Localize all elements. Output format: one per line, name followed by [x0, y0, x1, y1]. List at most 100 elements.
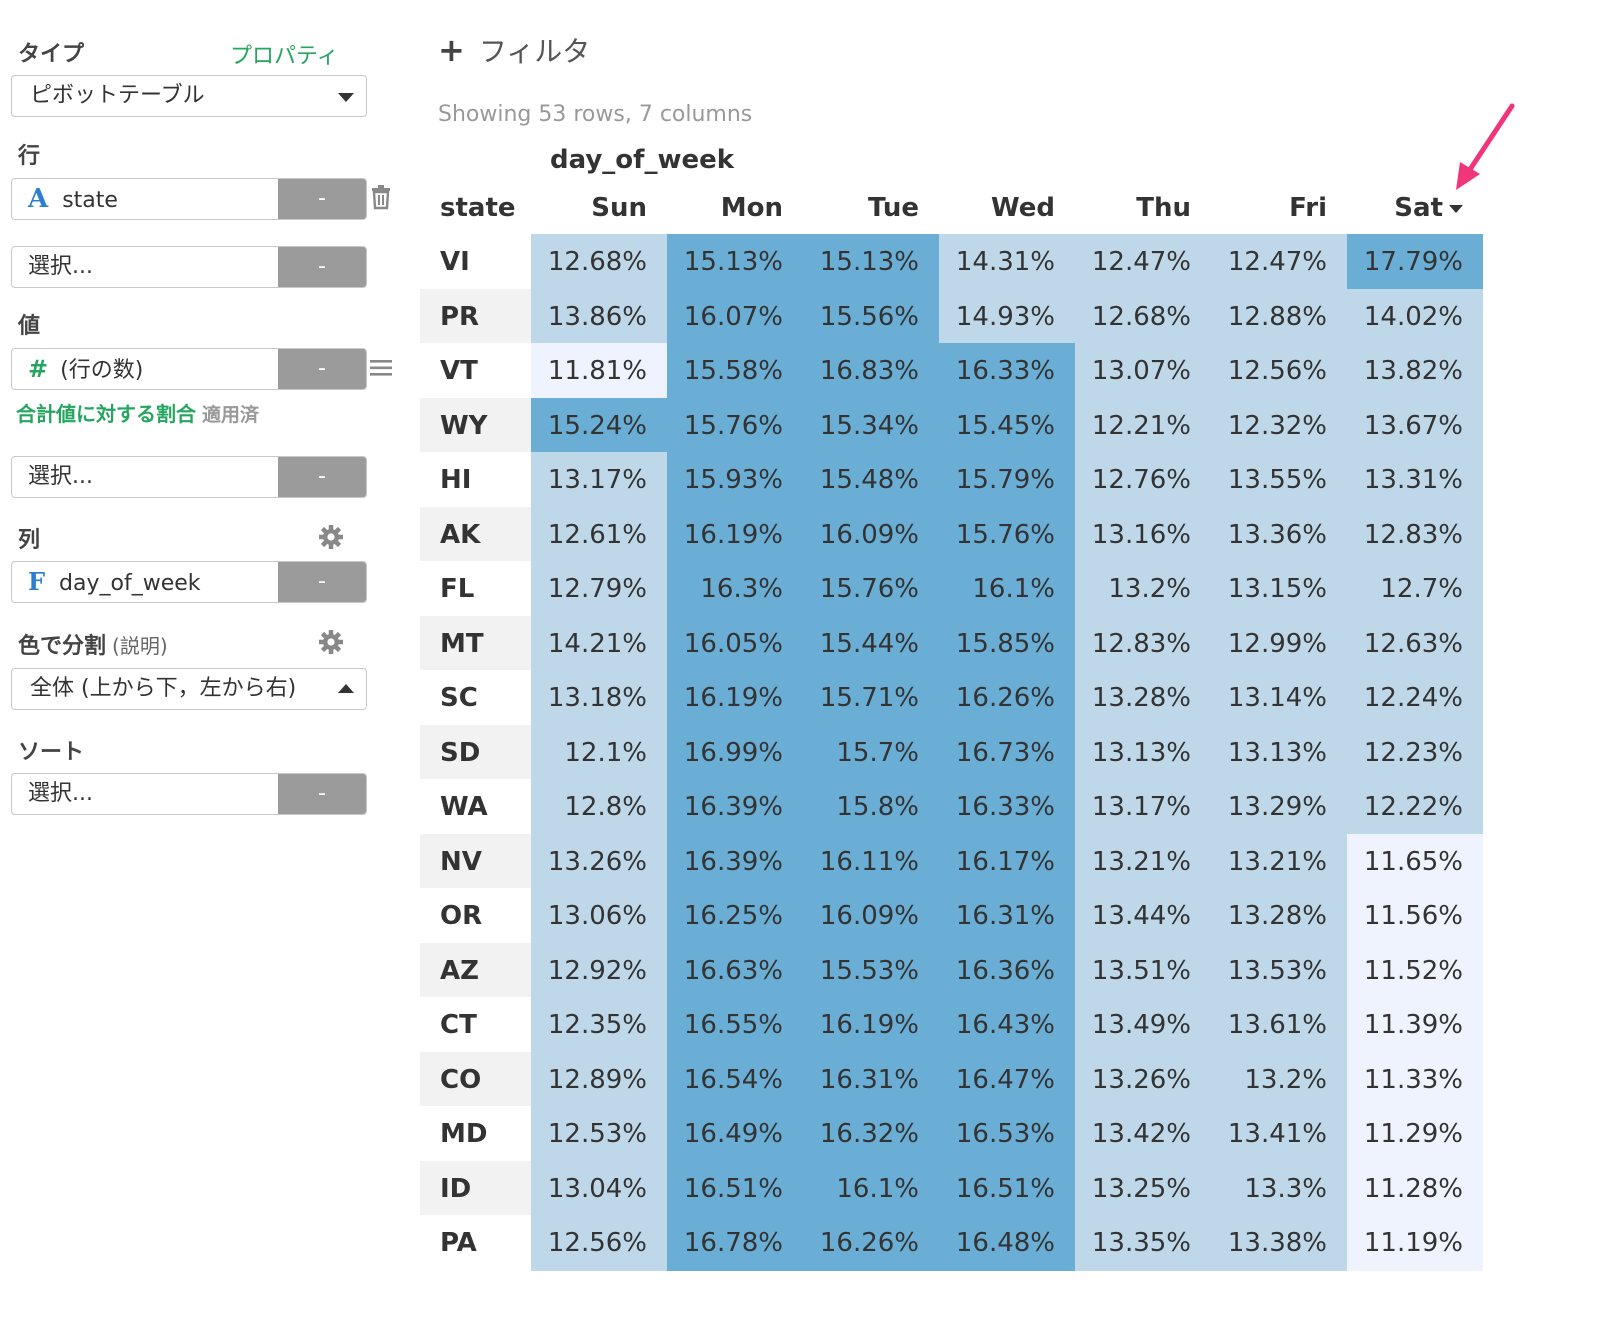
table-cell: 13.31% — [1347, 452, 1483, 508]
color-help-link[interactable]: (説明) — [112, 634, 168, 658]
table-cell: 15.56% — [803, 288, 939, 345]
columns-field-name: day_of_week — [59, 571, 201, 596]
table-cell: 12.68% — [1075, 288, 1211, 345]
gear-icon[interactable] — [318, 524, 344, 550]
table-cell: 16.39% — [667, 779, 803, 835]
table-cell: 16.25% — [667, 888, 803, 944]
table-cell: 13.21% — [1211, 833, 1347, 890]
table-cell: 15.93% — [667, 452, 803, 508]
table-cell: 12.79% — [531, 561, 667, 617]
table-cell: 15.79% — [939, 452, 1075, 508]
row-field-header[interactable]: state — [440, 193, 516, 223]
column-header-mon[interactable]: Mon — [720, 193, 783, 223]
values-field-name: (行の数) — [60, 358, 144, 383]
table-cell: 16.1% — [939, 561, 1075, 617]
table-cell: 13.44% — [1075, 888, 1211, 944]
sort-caret-icon[interactable] — [1449, 204, 1463, 213]
values-select-options-button[interactable]: - — [278, 457, 366, 497]
table-cell: 16.33% — [939, 779, 1075, 835]
table-cell: 13.25% — [1075, 1160, 1211, 1217]
table-cell: 13.21% — [1075, 833, 1211, 890]
table-cell: 13.13% — [1075, 724, 1211, 781]
table-cell: 13.2% — [1211, 1051, 1347, 1108]
table-cell: 16.31% — [803, 1051, 939, 1108]
table-cell: 15.85% — [939, 615, 1075, 672]
table-row: AK 12.61% 16.19% 16.09% 15.76% 13.16% 13.36% 12… — [420, 506, 1483, 563]
row-header-cell: FL — [420, 561, 545, 617]
main-panel: + フィルタ Showing 53 rows, 7 columns day_of_… — [420, 0, 1612, 1320]
table-cell: 13.82% — [1347, 343, 1483, 399]
table-cell: 15.76% — [803, 561, 939, 617]
column-header-sat[interactable]: Sat — [1347, 193, 1483, 223]
column-header-wed[interactable]: Wed — [991, 193, 1055, 223]
row-header-cell: CT — [420, 997, 545, 1053]
gear-icon[interactable] — [318, 629, 344, 655]
table-row: NV 13.26% 16.39% 16.11% 16.17% 13.21% 13.21% 11… — [420, 833, 1483, 890]
factor-type-icon: F — [28, 567, 46, 596]
table-cell: 12.99% — [1211, 615, 1347, 672]
values-note[interactable]: 合計値に対する割合 適用済 — [16, 398, 259, 427]
sort-select-options-button[interactable]: - — [278, 774, 366, 814]
trash-icon[interactable] — [370, 184, 392, 210]
table-cell: 16.43% — [939, 997, 1075, 1053]
values-field[interactable]: # (行の数) - — [11, 348, 367, 390]
pointer-arrow-icon — [1456, 103, 1515, 190]
rows-select[interactable]: 選択... - — [11, 246, 367, 288]
values-note-label: 合計値に対する割合 — [16, 402, 196, 426]
table-cell: 12.32% — [1211, 397, 1347, 454]
table-row: VI 12.68% 15.13% 15.13% 14.31% 12.47% 12.47% 17… — [420, 234, 1483, 290]
table-cell: 13.13% — [1211, 724, 1347, 781]
table-cell: 13.15% — [1211, 561, 1347, 617]
table-cell: 16.09% — [803, 506, 939, 563]
table-cell: 12.22% — [1347, 779, 1483, 835]
table-row: MT 14.21% 16.05% 15.44% 15.85% 12.83% 12.99% 12… — [420, 615, 1483, 672]
rows-select-options-button[interactable]: - — [278, 247, 366, 287]
column-header-tue[interactable]: Tue — [867, 193, 919, 223]
table-cell: 16.19% — [803, 997, 939, 1053]
sort-select[interactable]: 選択... - — [11, 773, 367, 815]
rows-field-options-button[interactable]: - — [278, 179, 366, 219]
table-cell: 13.3% — [1211, 1160, 1347, 1217]
table-cell: 15.71% — [803, 670, 939, 726]
column-header-thu[interactable]: Thu — [1136, 193, 1191, 223]
add-filter-button[interactable]: + フィルタ — [438, 30, 590, 70]
table-cell: 13.18% — [531, 670, 667, 726]
color-split-select[interactable]: 全体 (上から下，左から右) — [11, 668, 367, 710]
properties-link[interactable]: プロパティ — [230, 44, 339, 69]
table-cell: 16.19% — [667, 506, 803, 563]
table-cell: 16.47% — [939, 1051, 1075, 1108]
table-row: WY 15.24% 15.76% 15.34% 15.45% 12.21% 12.32% 13… — [420, 397, 1483, 454]
columns-field-options-button[interactable]: - — [278, 562, 366, 602]
table-cell: 12.53% — [531, 1106, 667, 1162]
table-cell: 15.13% — [667, 234, 803, 290]
column-header-sun[interactable]: Sun — [591, 193, 647, 223]
table-cell: 14.02% — [1347, 288, 1483, 345]
table-cell: 16.31% — [939, 888, 1075, 944]
table-cell: 15.76% — [939, 506, 1075, 563]
type-label: タイプ — [18, 42, 85, 67]
table-cell: 13.14% — [1211, 670, 1347, 726]
row-header-cell: MT — [420, 615, 545, 672]
values-field-options-button[interactable]: - — [278, 349, 366, 389]
table-cell: 15.24% — [531, 397, 667, 454]
table-cell: 13.07% — [1075, 343, 1211, 399]
table-cell: 13.55% — [1211, 452, 1347, 508]
table-row: PR 13.86% 16.07% 15.56% 14.93% 12.68% 12.88% 14… — [420, 288, 1483, 345]
table-cell: 16.99% — [667, 724, 803, 781]
table-cell: 16.19% — [667, 670, 803, 726]
table-cell: 16.1% — [803, 1160, 939, 1217]
table-cell: 13.26% — [1075, 1051, 1211, 1108]
rows-label: 行 — [18, 144, 41, 169]
chart-type-select[interactable]: ピボットテーブル — [11, 75, 367, 117]
text-type-icon: A — [28, 184, 49, 214]
values-select[interactable]: 選択... - — [11, 456, 367, 498]
column-header-fri[interactable]: Fri — [1289, 193, 1327, 223]
table-cell: 12.21% — [1075, 397, 1211, 454]
table-cell: 13.2% — [1075, 561, 1211, 617]
menu-icon[interactable] — [369, 358, 393, 378]
table-cell: 12.83% — [1075, 615, 1211, 672]
row-header-cell: PR — [420, 288, 545, 345]
